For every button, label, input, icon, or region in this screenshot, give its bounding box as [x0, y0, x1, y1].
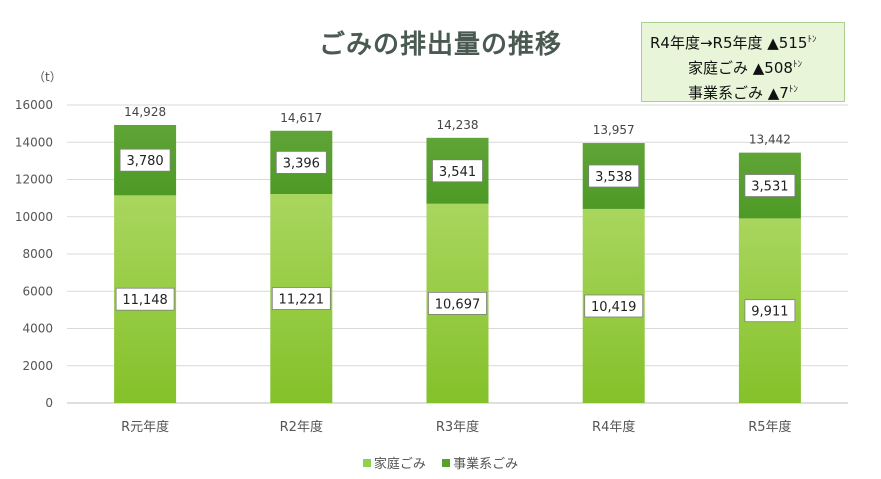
data-label-household: 9,911: [751, 305, 788, 320]
data-label-business-box: [744, 174, 796, 197]
change-summary-box: R4年度→R5年度 ▲515ﾄﾝ 家庭ごみ ▲508ﾄﾝ 事業系ごみ ▲7ﾄﾝ: [641, 22, 845, 102]
y-tick-label: 12000: [15, 173, 53, 187]
y-axis-ticks: 0 2000 4000 6000 8000 10000 12000 14000 16000: [15, 98, 53, 410]
data-label-business: 3,531: [751, 180, 788, 195]
data-label-business: 3,780: [126, 154, 163, 169]
data-label-business-box: [432, 159, 483, 183]
y-tick-label: 16000: [15, 98, 53, 112]
data-label-total: 14,617: [280, 111, 322, 125]
data-label-total: 14,928: [124, 105, 166, 119]
x-tick-label: R元年度: [121, 419, 169, 435]
y-tick-label: 0: [45, 396, 53, 410]
x-tick-label: R4年度: [592, 419, 635, 435]
legend-item-business: 事業系ごみ: [442, 453, 518, 472]
y-tick-label: 4000: [22, 322, 53, 336]
data-label-household: 10,419: [591, 300, 637, 315]
legend-label-business: 事業系ごみ: [453, 457, 519, 472]
data-label-household-box: [584, 294, 644, 318]
summary-total-text: R4年度→R5年度 ▲515: [650, 34, 808, 52]
x-tick-label: R5年度: [748, 419, 791, 435]
ton-unit: ﾄﾝ: [792, 60, 802, 70]
data-label-total: 13,442: [749, 133, 791, 147]
summary-total-line: R4年度→R5年度 ▲515ﾄﾝ: [650, 29, 836, 54]
y-axis-unit-label: （t）: [33, 70, 62, 84]
summary-business-line: 事業系ごみ ▲7ﾄﾝ: [650, 79, 836, 104]
x-tick-label: R2年度: [280, 419, 323, 435]
legend-item-household: 家庭ごみ: [362, 453, 426, 472]
data-label-business: 3,541: [439, 165, 476, 180]
data-label-household-box: [115, 287, 175, 311]
summary-household-text: 家庭ごみ ▲508: [688, 59, 793, 77]
y-tick-label: 10000: [15, 210, 53, 224]
data-label-business-box: [119, 148, 171, 172]
chart-title: ごみの排出量の推移: [318, 30, 562, 60]
summary-business-text: 事業系ごみ ▲7: [688, 84, 789, 102]
data-label-business: 3,538: [595, 170, 632, 185]
data-label-household: 10,697: [435, 297, 481, 312]
y-tick-label: 8000: [22, 247, 53, 261]
bars: 11,148 3,780 14,928 11,221 3,396 14,617 10,697…: [114, 105, 801, 403]
data-label-business-box: [588, 164, 640, 188]
ton-unit: ﾄﾝ: [788, 85, 798, 95]
data-label-household-box: [744, 299, 796, 323]
summary-household-line: 家庭ごみ ▲508ﾄﾝ: [650, 54, 836, 79]
x-axis-ticks: R元年度 R2年度 R3年度 R4年度 R5年度: [121, 419, 791, 435]
y-tick-label: 14000: [15, 135, 53, 149]
data-label-household: 11,148: [122, 293, 168, 308]
data-label-total: 14,238: [437, 118, 479, 132]
data-label-business-box: [275, 150, 327, 174]
data-label-household: 11,221: [279, 293, 325, 308]
y-tick-label: 6000: [22, 284, 53, 298]
data-label-household-box: [271, 287, 331, 310]
data-label-total: 13,957: [593, 123, 635, 137]
y-tick-label: 2000: [22, 359, 53, 373]
legend: 家庭ごみ 事業系ごみ: [0, 453, 881, 472]
legend-label-household: 家庭ごみ: [373, 457, 426, 472]
x-tick-label: R3年度: [436, 419, 479, 435]
ton-unit: ﾄﾝ: [807, 35, 817, 45]
legend-swatch-household: [362, 459, 371, 467]
data-label-business: 3,396: [283, 156, 320, 171]
legend-swatch-business: [442, 459, 451, 467]
data-label-household-box: [428, 291, 487, 315]
